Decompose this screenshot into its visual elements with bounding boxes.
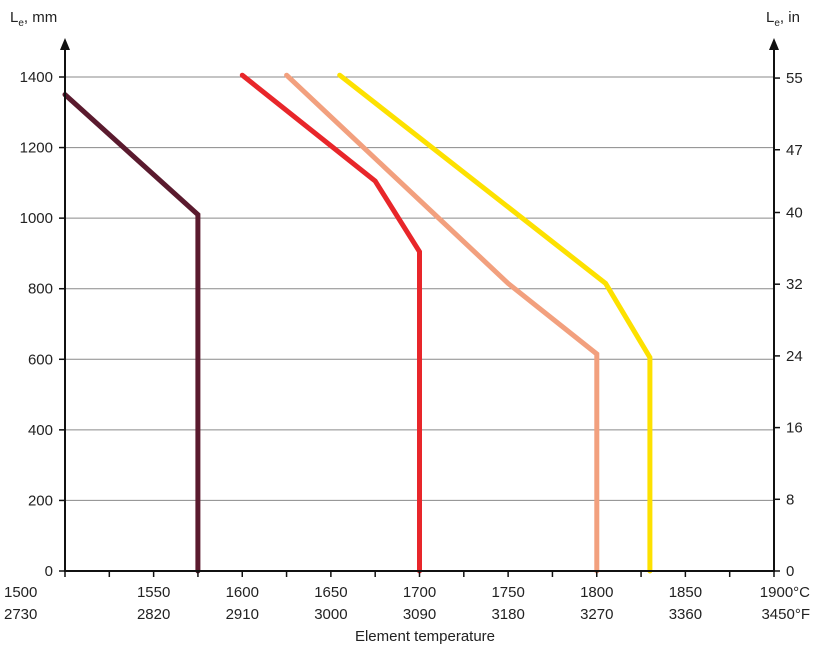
y-right-tick-label: 16 bbox=[786, 420, 803, 437]
x-tick-label-celsius: 1800 bbox=[580, 584, 613, 601]
x-tick-label-celsius: 1500 bbox=[4, 584, 37, 601]
x-tick-label-fahrenheit: 2910 bbox=[226, 606, 259, 623]
x-tick-label-fahrenheit: 3270 bbox=[580, 606, 613, 623]
series-line-1 bbox=[62, 92, 201, 574]
y-left-tick-label: 800 bbox=[28, 281, 53, 298]
y-right-axis-arrow bbox=[769, 38, 779, 50]
x-tick-label-fahrenheit: 3090 bbox=[403, 606, 436, 623]
x-tick-label-fahrenheit: 2730 bbox=[4, 606, 37, 623]
x-tick-label-celsius: 1750 bbox=[491, 584, 524, 601]
x-tick-label-celsius: 1900°C bbox=[760, 584, 810, 601]
tick-labels: 0 200 400 600 800 1000 1200 1400 0 8 16 24 32 40 47 55 1… bbox=[4, 69, 810, 623]
x-tick-label-celsius: 1600 bbox=[226, 584, 259, 601]
y-right-tick-label: 55 bbox=[786, 70, 803, 87]
y-right-tick-label: 24 bbox=[786, 348, 803, 365]
series-line-3 bbox=[284, 72, 600, 574]
y-left-tick-label: 400 bbox=[28, 422, 53, 439]
x-tick-label-celsius: 1650 bbox=[314, 584, 347, 601]
x-tick-label-celsius: 1700 bbox=[403, 584, 436, 601]
y-right-tick-label: 32 bbox=[786, 276, 803, 293]
y-left-axis-label: Le, mm bbox=[10, 9, 57, 29]
y-left-tick-label: 600 bbox=[28, 351, 53, 368]
y-right-axis-label: Le, in bbox=[766, 9, 800, 29]
x-tick-label-fahrenheit: 2820 bbox=[137, 606, 170, 623]
x-tick-label-fahrenheit: 3360 bbox=[669, 606, 702, 623]
x-tick-label-fahrenheit: 3450°F bbox=[761, 606, 810, 623]
series-line-4 bbox=[337, 72, 653, 574]
y-left-axis-arrow bbox=[60, 38, 70, 50]
x-tick-label-fahrenheit: 3180 bbox=[491, 606, 524, 623]
x-tick-label-celsius: 1850 bbox=[669, 584, 702, 601]
y-left-tick-label: 1400 bbox=[20, 69, 53, 86]
y-left-tick-label: 200 bbox=[28, 492, 53, 509]
x-tick-label-celsius: 1550 bbox=[137, 584, 170, 601]
y-right-tick-label: 8 bbox=[786, 491, 794, 508]
axes bbox=[59, 38, 780, 577]
y-right-tick-label: 47 bbox=[786, 142, 803, 159]
y-right-tick-label: 40 bbox=[786, 204, 803, 221]
y-right-tick-label: 0 bbox=[786, 563, 794, 580]
series-line-2 bbox=[239, 72, 422, 574]
series-layer bbox=[62, 72, 653, 574]
y-left-tick-label: 1000 bbox=[20, 210, 53, 227]
x-axis-label: Element temperature bbox=[355, 628, 495, 645]
y-left-tick-label: 0 bbox=[45, 563, 53, 580]
y-left-tick-label: 1200 bbox=[20, 140, 53, 157]
x-tick-label-fahrenheit: 3000 bbox=[314, 606, 347, 623]
